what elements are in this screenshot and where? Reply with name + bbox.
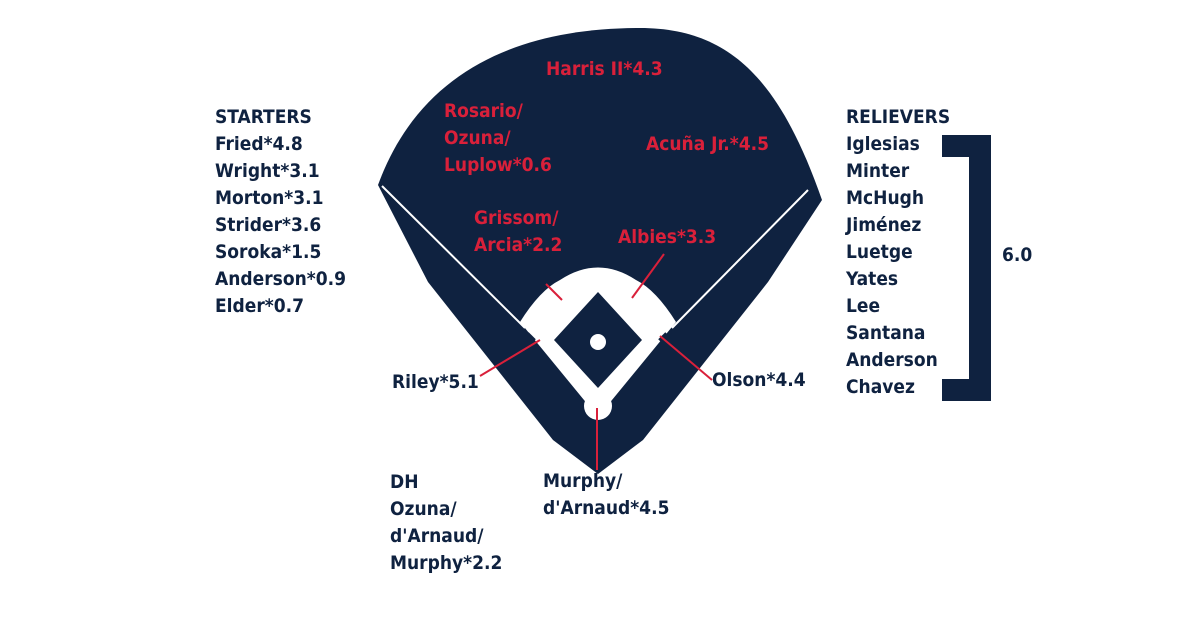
left-field-line: Ozuna/ <box>444 127 511 149</box>
reliever-item: Chavez <box>846 376 915 398</box>
relievers-group-value: 6.0 <box>1002 244 1033 266</box>
left-field-line: Luplow*0.6 <box>444 154 552 176</box>
shortstop-line: Grissom/ <box>474 207 559 229</box>
pitchers-mound <box>590 334 606 350</box>
second-base-pointer <box>631 253 665 299</box>
catcher-line: Murphy/ <box>543 470 623 492</box>
reliever-item: Lee <box>846 295 881 317</box>
third-base-label: Riley*5.1 <box>392 371 479 393</box>
left-field-line: Rosario/ <box>444 100 523 122</box>
reliever-item: McHugh <box>846 187 925 209</box>
center-field-label: Harris II*4.3 <box>546 58 663 80</box>
first-base-label: Olson*4.4 <box>712 369 806 391</box>
relievers-bracket <box>942 135 991 401</box>
dh-line: Murphy*2.2 <box>390 552 503 574</box>
dh-line: d'Arnaud/ <box>390 525 484 547</box>
shortstop-label: Grissom/ Arcia*2.2 <box>474 205 562 259</box>
starter-item: Elder*0.7 <box>215 295 305 317</box>
reliever-item: Santana <box>846 322 926 344</box>
reliever-item: Minter <box>846 160 910 182</box>
dh-line: Ozuna/ <box>390 498 457 520</box>
third-base-bag <box>520 332 536 348</box>
reliever-item: Anderson <box>846 349 938 371</box>
shortstop-pointer <box>545 283 563 301</box>
starters-heading: STARTERS <box>215 106 312 128</box>
right-foul-line <box>671 189 809 329</box>
field-grass <box>378 28 822 474</box>
left-foul-line <box>381 185 526 329</box>
catcher-line: d'Arnaud*4.5 <box>543 497 670 519</box>
dh-list: DH Ozuna/ d'Arnaud/ Murphy*2.2 <box>390 469 502 577</box>
reliever-item: Luetge <box>846 241 913 263</box>
starter-item: Anderson*0.9 <box>215 268 346 290</box>
third-base-pointer <box>479 339 541 377</box>
dh-heading: DH <box>390 471 419 493</box>
right-field-label: Acuña Jr.*4.5 <box>646 133 769 155</box>
starter-item: Wright*3.1 <box>215 160 320 182</box>
left-field-label: Rosario/ Ozuna/ Luplow*0.6 <box>444 98 552 179</box>
relievers-heading: RELIEVERS <box>846 106 951 128</box>
starter-item: Strider*3.6 <box>215 214 322 236</box>
starter-item: Fried*4.8 <box>215 133 303 155</box>
reliever-item: Jiménez <box>846 214 922 236</box>
second-base-label: Albies*3.3 <box>618 226 717 248</box>
relievers-list: RELIEVERS Iglesias Minter McHugh Jiménez… <box>846 104 950 401</box>
reliever-item: Iglesias <box>846 133 920 155</box>
first-base-pointer <box>659 335 713 381</box>
reliever-item: Yates <box>846 268 899 290</box>
shortstop-line: Arcia*2.2 <box>474 234 563 256</box>
starters-list: STARTERS Fried*4.8 Wright*3.1 Morton*3.1… <box>215 104 346 320</box>
home-plate-area <box>584 392 612 420</box>
starter-item: Soroka*1.5 <box>215 241 322 263</box>
starter-item: Morton*3.1 <box>215 187 324 209</box>
catcher-label: Murphy/ d'Arnaud*4.5 <box>543 468 669 522</box>
